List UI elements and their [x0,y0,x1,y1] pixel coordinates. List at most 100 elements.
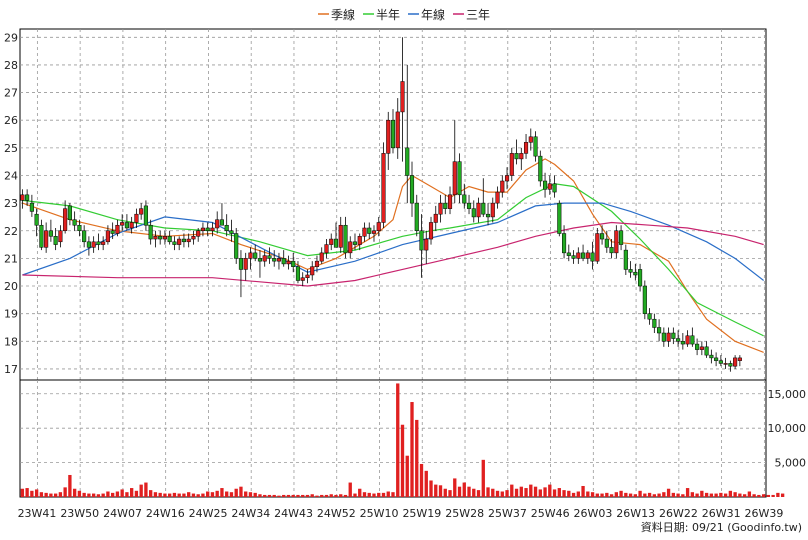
volume-bar [723,493,728,497]
candle-body [44,230,49,248]
candle-body [229,230,234,234]
candle-body [552,183,557,193]
ma-line [22,221,764,287]
volume-bar [353,493,357,497]
candle-body [72,219,77,226]
candle-body [305,274,310,278]
volume-bar [215,490,219,497]
candle-body [562,233,567,254]
candle-body [576,252,581,259]
volume-bar [467,486,471,497]
candle-body [352,241,358,245]
candle-body [362,227,367,237]
x-tick-label: 24W34 [231,507,270,520]
candle-body [134,213,139,223]
volume-bar [415,419,419,497]
volume-bar [780,493,785,497]
volume-bar [305,494,310,497]
candle-body [162,236,167,240]
x-tick-label: 26W31 [702,507,741,520]
volume-bar [609,494,614,497]
volume-bar [476,490,481,497]
volume-bar [139,484,143,497]
volume-bar [671,492,676,497]
candle-body [25,194,30,201]
price-tick-label: 21 [4,252,18,265]
candle-body [680,341,685,345]
volume-bar [263,494,267,497]
candle-body [642,285,647,314]
volume-bar [453,478,457,497]
volume-bar [429,480,433,497]
volume-bar [586,491,590,497]
volume-bar [367,492,371,497]
candle-body [447,194,453,209]
candle-body [295,266,301,281]
volume-bar [225,491,229,497]
candle-body [671,332,676,339]
candle-body [248,252,253,259]
candle-body [300,277,305,281]
candle-body [443,202,448,209]
candle-body [462,194,467,204]
candle-body [281,258,286,265]
volume-bar [44,492,48,497]
volume-bar [49,493,53,497]
candle-body [148,224,153,240]
x-tick-label: 26W03 [573,507,612,520]
volume-frame [19,379,767,498]
volume-bar [220,488,224,497]
candle-body [48,230,53,237]
price-tick-label: 19 [4,308,18,321]
candle-body [348,241,353,254]
candle-body [82,230,87,243]
volume-bar [562,490,566,497]
volume-bar [495,490,500,497]
price-tick-label: 17 [4,363,18,376]
price-panel: 17 18 19 20 21 22 23 24 25 26 27 28 29 [4,28,767,381]
volume-bar [514,488,519,497]
candle-body [333,238,339,248]
volume-bar [229,492,234,497]
legend-label: 三年 [466,8,490,22]
price-tick-label: 26 [4,114,18,127]
candle-body [595,233,600,262]
candle-body [376,222,381,232]
volume-bar [291,494,295,497]
x-axis: 23W41 23W50 24W07 24W16 24W25 24W34 24W43 24W52… [18,507,784,520]
candle-body [158,236,163,240]
volume-bar [571,492,576,497]
candle-body [452,161,457,196]
volume-bar [91,493,96,497]
candle-body [614,230,619,254]
price-tick-label: 20 [4,280,18,293]
candle-body [319,252,324,262]
candle-body [20,194,25,201]
candle-body [647,313,652,320]
volume-bar [600,493,604,497]
candle-body [609,247,614,254]
ma-line [22,183,764,337]
price-tick-label: 24 [4,169,18,182]
candle-body [728,363,733,367]
candle-body [718,360,723,364]
candle-body [96,241,101,245]
candle-body [243,258,248,270]
candle-body [329,238,334,245]
candle-body [690,335,695,345]
volume-bar [34,489,39,497]
volume-tick-label: 15,000 [768,388,807,401]
volume-bar [96,494,101,497]
volume-bar [619,490,623,497]
x-tick-label: 25W46 [531,507,570,520]
volume-bar [39,492,44,497]
candle-body [167,236,172,243]
candle-body [547,183,552,190]
volume-bar [652,494,657,497]
candle-body [101,241,106,245]
volume-bar [695,493,699,497]
candle-body [34,213,39,226]
candle-body [514,153,519,160]
volume-bar [310,494,314,497]
